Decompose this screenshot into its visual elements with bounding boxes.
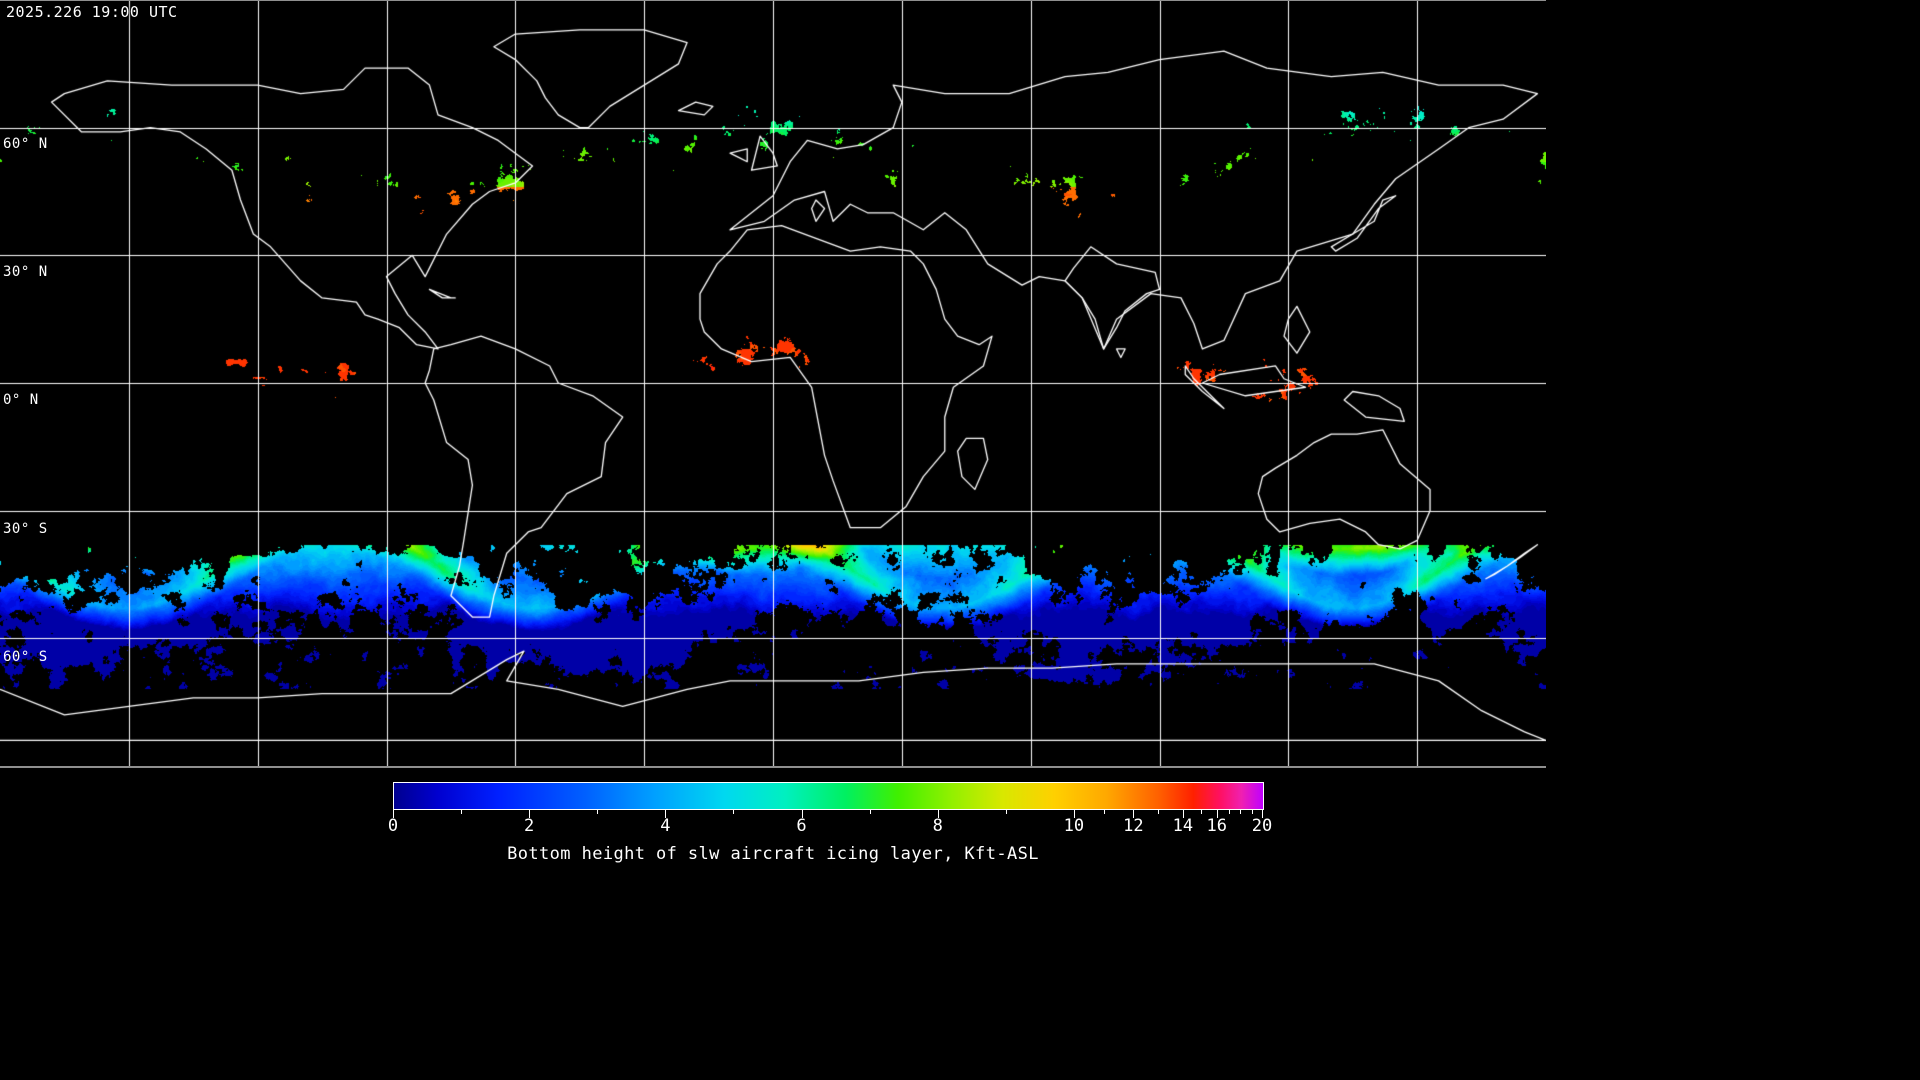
colorbar-tick-label: 6 bbox=[796, 816, 807, 836]
colorbar-tick-minor bbox=[597, 809, 598, 814]
colorbar-tick-label: 14 bbox=[1172, 816, 1194, 836]
colorbar-gradient bbox=[394, 783, 1263, 809]
map-bottom-border bbox=[0, 766, 1546, 768]
lat-label-60n: 60° N bbox=[3, 136, 48, 152]
colorbar-tick-label: 8 bbox=[932, 816, 943, 836]
colorbar-tick-major bbox=[1217, 809, 1218, 818]
colorbar-caption: Bottom height of slw aircraft icing laye… bbox=[507, 844, 1039, 864]
map-panel[interactable]: 2025.226 19:00 UTC 60° N 30° N 0° N 30° … bbox=[0, 0, 1546, 766]
colorbar-tick-minor bbox=[733, 809, 734, 814]
colorbar-tick-minor bbox=[1006, 809, 1007, 814]
icing-layer-map-page: 2025.226 19:00 UTC 60° N 30° N 0° N 30° … bbox=[0, 0, 1546, 866]
colorbar-tick-minor bbox=[1252, 809, 1253, 814]
colorbar-tick-label: 4 bbox=[660, 816, 671, 836]
colorbar-tick-label: 0 bbox=[387, 816, 399, 836]
colorbar[interactable] bbox=[393, 782, 1264, 810]
colorbar-tick-minor bbox=[870, 809, 871, 814]
colorbar-tick-minor bbox=[1201, 809, 1202, 814]
lat-label-30n: 30° N bbox=[3, 264, 48, 280]
colorbar-tick-minor bbox=[1104, 809, 1105, 814]
colorbar-panel: 0 2 4 6 8 10 12 14 16 20 Bottom height of slw air… bbox=[0, 768, 1546, 866]
colorbar-tick-label: 20 bbox=[1251, 816, 1273, 836]
colorbar-tick-minor bbox=[1158, 809, 1159, 814]
colorbar-tick-major bbox=[1262, 809, 1263, 818]
lat-label-60s: 60° S bbox=[3, 649, 48, 665]
colorbar-tick-label: 2 bbox=[524, 816, 535, 836]
map-top-border bbox=[0, 0, 1546, 1]
colorbar-tick-label: 16 bbox=[1206, 816, 1228, 836]
colorbar-tick-minor bbox=[1240, 809, 1241, 814]
colorbar-tick-major bbox=[802, 809, 803, 818]
colorbar-tick-minor bbox=[1229, 809, 1230, 814]
colorbar-ticks bbox=[393, 809, 1264, 818]
colorbar-tick-major bbox=[665, 809, 666, 818]
timestamp-label: 2025.226 19:00 UTC bbox=[6, 3, 178, 21]
colorbar-tick-labels: 0 2 4 6 8 10 12 14 16 20 bbox=[0, 816, 1546, 838]
colorbar-tick-major bbox=[1074, 809, 1075, 818]
map-raster bbox=[0, 0, 1546, 766]
colorbar-tick-major bbox=[529, 809, 530, 818]
lat-label-30s: 30° S bbox=[3, 521, 48, 537]
colorbar-tick-major bbox=[938, 809, 939, 818]
lat-label-0n: 0° N bbox=[3, 392, 39, 408]
colorbar-tick-minor bbox=[461, 809, 462, 814]
colorbar-tick-major bbox=[1183, 809, 1184, 818]
colorbar-tick-major bbox=[393, 809, 394, 818]
colorbar-tick-label: 10 bbox=[1063, 816, 1085, 836]
colorbar-tick-major bbox=[1133, 809, 1134, 818]
colorbar-tick-label: 12 bbox=[1123, 816, 1144, 836]
